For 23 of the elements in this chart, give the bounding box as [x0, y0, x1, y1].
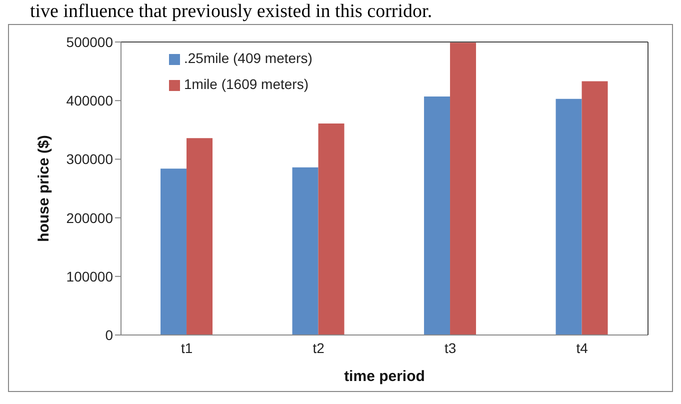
y-tick-label: 400000 [66, 92, 114, 109]
bar [186, 138, 213, 335]
y-tick-label: 300000 [66, 151, 114, 168]
y-axis-title: house price ($) [35, 135, 52, 242]
y-tick-label: 500000 [66, 34, 114, 50]
bar [582, 81, 608, 335]
legend-label: .25mile (409 meters) [184, 50, 312, 66]
y-tick-label: 0 [105, 326, 114, 343]
text: tive influence that previously existed in this corridor. [29, 1, 434, 22]
bar [424, 96, 450, 335]
bar [556, 98, 582, 335]
y-tick-label: 200000 [66, 210, 114, 226]
x-tick-label: t1 [181, 340, 193, 356]
x-tick-label: t3 [444, 340, 456, 356]
x-tick-label: t2 [312, 340, 325, 356]
bar [160, 168, 187, 335]
legend-label: 1mile (1609 meters) [184, 76, 308, 92]
bar [450, 42, 476, 335]
y-tick-label: 100000 [66, 268, 114, 284]
x-axis-title: time period [344, 368, 425, 385]
bar [318, 123, 344, 335]
x-tick-label: t4 [576, 340, 588, 356]
bar [292, 167, 318, 335]
